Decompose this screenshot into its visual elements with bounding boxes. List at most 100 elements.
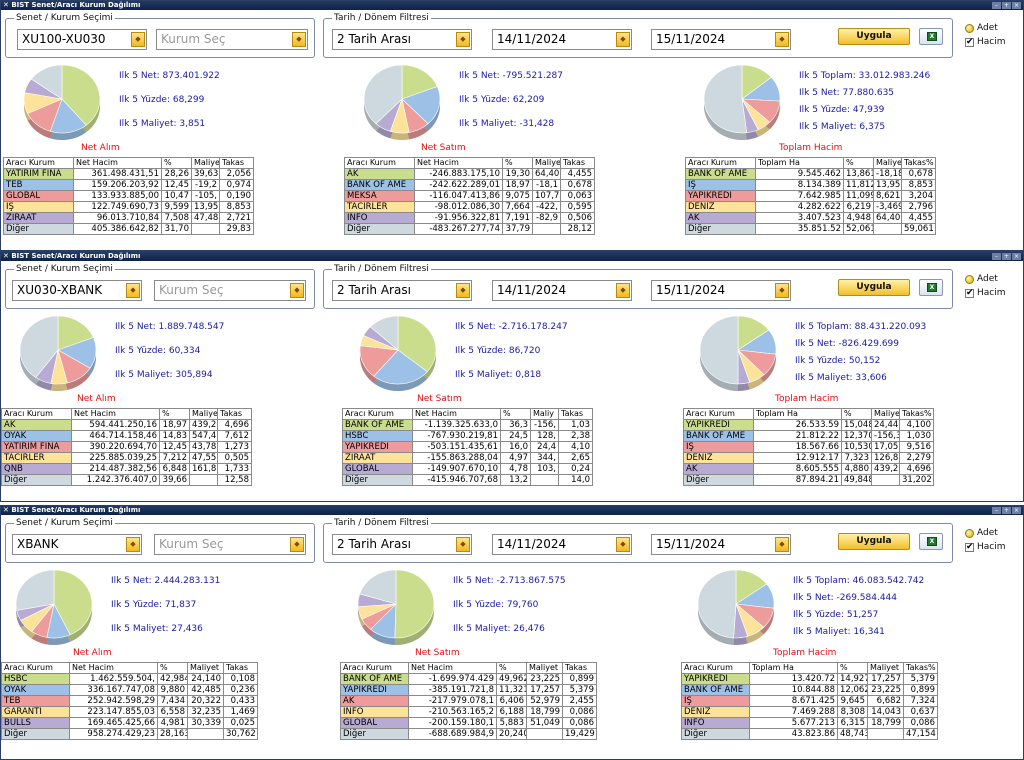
table-row[interactable]: İNFO -91.956.322,81 7,191 -82,9 0,506: [344, 212, 595, 224]
table-row[interactable]: OYAK 336.167.747,08 9,880 42,485 0,236: [1, 684, 258, 696]
column-header[interactable]: Net Hacim: [412, 408, 501, 420]
table-row[interactable]: İNFO -210.563.165,2 6,188 18,799 0,086: [340, 706, 597, 718]
close-icon[interactable]: ✕: [3, 1, 9, 9]
table-row[interactable]: Diğer 958.274.429,23 28,163 30,762: [1, 728, 258, 740]
column-header[interactable]: %: [157, 662, 188, 674]
column-header[interactable]: Aracı Kurum: [681, 662, 750, 674]
column-header[interactable]: Takas: [560, 157, 595, 169]
close-icon[interactable]: ✕: [3, 506, 9, 514]
chevron-down-icon[interactable]: ◆: [775, 537, 789, 552]
column-header[interactable]: Maliy: [530, 408, 559, 420]
table-row[interactable]: YATIRIM FİNA 361.498.431,51 28,26 39,63 2,05…: [3, 168, 254, 180]
table-row[interactable]: ZİRAAT -155.863.288,04 4,97 344, 2,65: [342, 452, 593, 464]
maximize-button[interactable]: +: [1002, 507, 1011, 514]
table-row[interactable]: YATIRIM FİNA 390.220.694,70 12,45 43,78 1,27…: [1, 441, 252, 453]
table-row[interactable]: YAPIKREDİ 13.420.72 14,927 17,257 5,379: [681, 673, 938, 685]
table-row[interactable]: HSBC -767.930.219,81 24,5 128, 2,38: [342, 430, 593, 442]
table-row[interactable]: YAPIKREDİ 7.642.985 11,099 8,621 3,204: [685, 190, 936, 202]
table-row[interactable]: AK -217.979.078,1 6,406 52,979 2,455: [340, 695, 597, 707]
maximize-button[interactable]: +: [1002, 2, 1011, 9]
column-header[interactable]: %: [841, 408, 872, 420]
column-header[interactable]: Aracı Kurum: [3, 157, 74, 169]
adet-radio[interactable]: Adet: [965, 274, 998, 285]
date-from[interactable]: 14/11/2024 ◆: [492, 280, 632, 301]
column-header[interactable]: %: [496, 662, 527, 674]
column-header[interactable]: Takas: [219, 157, 254, 169]
table-row[interactable]: DENİZ 7.469.288 8,308 14,043 0,637: [681, 706, 938, 718]
column-header[interactable]: Net Hacim: [414, 157, 503, 169]
table-row[interactable]: Diğer -688.689.984,9 20,240 19,429: [340, 728, 597, 740]
excel-button[interactable]: X: [919, 28, 943, 45]
close-button[interactable]: ×: [1012, 507, 1021, 514]
table-row[interactable]: TEB 252.942.598,29 7,434 20,322 0,433: [1, 695, 258, 707]
adet-radio[interactable]: Adet: [965, 23, 998, 34]
column-header[interactable]: Maliyet: [187, 662, 224, 674]
table-row[interactable]: QNB 214.487.382,56 6,848 161,8 1,733: [1, 463, 252, 475]
table-row[interactable]: İŞ 8.671.425 9,645 6,682 7,324: [681, 695, 938, 707]
table-row[interactable]: Diğer -415.946.707,68 13,2 14,0: [342, 474, 593, 486]
column-header[interactable]: Takas: [217, 408, 252, 420]
table-row[interactable]: BANK OF AME -1.699.974.429 49,962 23,225 0,8…: [340, 673, 597, 685]
table-row[interactable]: ZİRAAT 96.013.710,84 7,508 47,48 2,721: [3, 212, 254, 224]
column-header[interactable]: Aracı Kurum: [342, 408, 413, 420]
table-row[interactable]: GLOBAL -200.159.180,1 5,883 51,049 0,086: [340, 717, 597, 729]
minimize-button[interactable]: –: [992, 253, 1001, 260]
column-header[interactable]: %: [502, 157, 533, 169]
table-row[interactable]: GLOBAL 133.933.885,00 10,47 -105, 0,190: [3, 190, 254, 202]
date-to[interactable]: 15/11/2024 ◆: [651, 29, 791, 50]
period-combo[interactable]: 2 Tarih Arası ◆: [332, 29, 472, 50]
column-header[interactable]: %: [843, 157, 874, 169]
title-bar[interactable]: ✕ BIST Senet/Aracı Kurum Dağılımı – + ×: [1, 506, 1023, 515]
chevron-down-icon[interactable]: ◆: [456, 537, 470, 552]
chevron-down-icon[interactable]: ◆: [616, 537, 630, 552]
column-header[interactable]: Aracı Kurum: [344, 157, 415, 169]
table-row[interactable]: BANK OF AME -1.139.325.633,0 36,3 -156, 1,03: [342, 419, 593, 431]
hacim-check[interactable]: ✔ Hacim: [965, 542, 1006, 552]
adet-radio[interactable]: Adet: [965, 528, 998, 539]
table-row[interactable]: AK -246.883.175,10 19,30 64,40 4,455: [344, 168, 595, 180]
chevron-down-icon[interactable]: ◆: [775, 283, 789, 298]
table-row[interactable]: BANK OF AME 10.844.88 12,062 23,225 0,899: [681, 684, 938, 696]
senet-combo[interactable]: XBANK ◆: [12, 534, 142, 555]
table-row[interactable]: GARANTİ 223.147.855,03 6,558 32,235 1,469: [1, 706, 258, 718]
chevron-down-icon[interactable]: ◆: [290, 283, 304, 298]
chevron-down-icon[interactable]: ◆: [456, 283, 470, 298]
column-header[interactable]: Takas%: [903, 662, 938, 674]
close-button[interactable]: ×: [1012, 2, 1021, 9]
excel-button[interactable]: X: [919, 279, 943, 296]
date-from[interactable]: 14/11/2024 ◆: [492, 29, 632, 50]
chevron-down-icon[interactable]: ◆: [126, 283, 140, 298]
apply-button[interactable]: Uygula: [838, 533, 910, 550]
table-row[interactable]: TACİRLER 225.885.039,25 7,212 47,55 0,505: [1, 452, 252, 464]
chevron-down-icon[interactable]: ◆: [292, 32, 306, 47]
column-header[interactable]: %: [837, 662, 868, 674]
column-header[interactable]: Aracı Kurum: [685, 157, 756, 169]
column-header[interactable]: %: [159, 408, 190, 420]
minimize-button[interactable]: –: [992, 507, 1001, 514]
close-button[interactable]: ×: [1012, 253, 1021, 260]
column-header[interactable]: Aracı Kurum: [1, 408, 72, 420]
column-header[interactable]: Net Hacim: [69, 662, 158, 674]
table-row[interactable]: AK 594.441.250,16 18,97 439,2 4,696: [1, 419, 252, 431]
column-header[interactable]: Maliye: [532, 157, 561, 169]
chevron-down-icon[interactable]: ◆: [131, 32, 145, 47]
table-row[interactable]: OYAK 464.714.158,46 14,83 547,4 7,612: [1, 430, 252, 442]
period-combo[interactable]: 2 Tarih Arası ◆: [332, 280, 472, 301]
table-row[interactable]: BANK OF AME -242.622.289,01 18,97 -18,1 0,67…: [344, 179, 595, 191]
column-header[interactable]: Maliye: [191, 157, 220, 169]
chevron-down-icon[interactable]: ◆: [290, 537, 304, 552]
table-row[interactable]: Diğer -483.267.277,74 37,79 28,12: [344, 223, 595, 235]
table-row[interactable]: Diğer 1.242.376.407,0 39,66 12,58: [1, 474, 252, 486]
table-row[interactable]: HSBC 1.462.559.504, 42,984 24,140 0,108: [1, 673, 258, 685]
column-header[interactable]: Maliye: [189, 408, 218, 420]
column-header[interactable]: Maliyet: [526, 662, 563, 674]
table-row[interactable]: Diğer 87.894.21 49,848 31,202: [683, 474, 934, 486]
column-header[interactable]: Takas: [558, 408, 593, 420]
senet-combo[interactable]: XU030-XBANK ◆: [12, 280, 142, 301]
table-row[interactable]: İŞ 122.749.690,73 9,599 13,95 8,853: [3, 201, 254, 213]
kurum-combo[interactable]: Kurum Seç ◆: [154, 280, 306, 301]
